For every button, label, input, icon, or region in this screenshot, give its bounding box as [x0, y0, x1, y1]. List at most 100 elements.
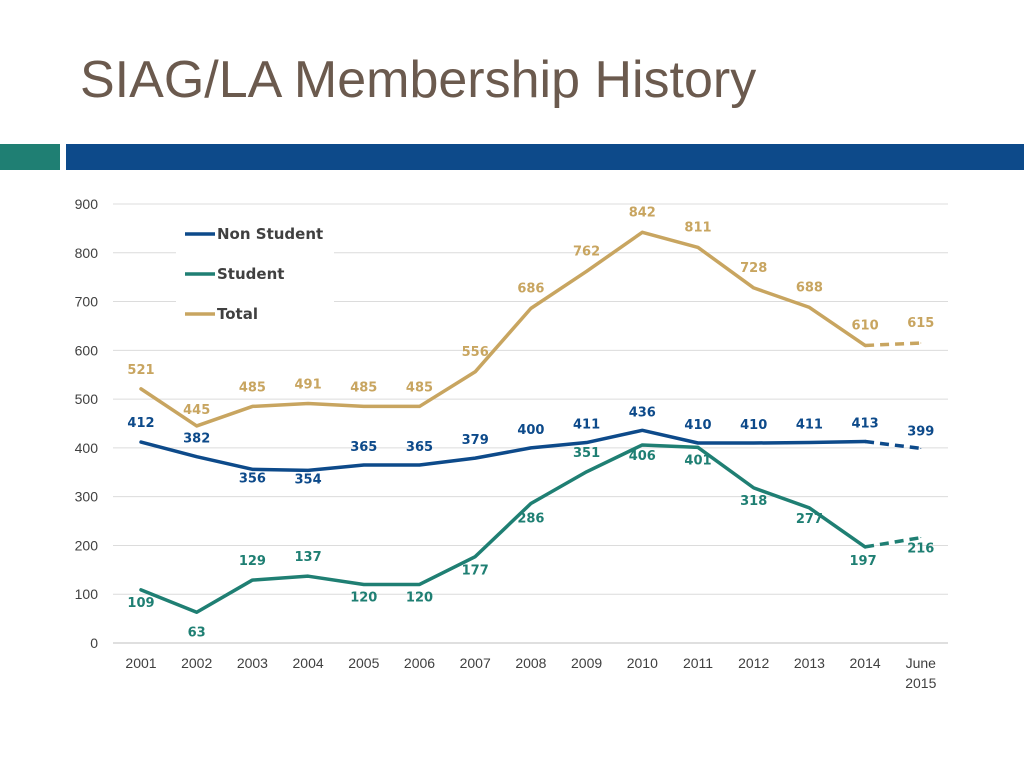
data-label-non-student: 412: [127, 416, 154, 431]
data-point-non-student: [474, 457, 476, 459]
x-tick-label: 2001: [125, 655, 156, 671]
data-point-non-student: [586, 442, 588, 444]
data-label-total: 615: [907, 316, 934, 331]
data-point-non-student: [808, 442, 810, 444]
data-point-non-student: [251, 468, 253, 470]
data-label-non-student: 411: [796, 418, 823, 433]
data-label-student: 137: [295, 550, 322, 565]
y-tick-label: 800: [75, 245, 99, 261]
y-tick-label: 100: [75, 586, 99, 602]
x-tick-label: 2007: [460, 655, 491, 671]
data-point-total: [307, 403, 309, 405]
data-point-total: [196, 425, 198, 427]
x-tick-label: 2005: [348, 655, 379, 671]
data-point-total: [808, 306, 810, 308]
data-label-student: 129: [239, 554, 266, 569]
data-label-total: 521: [127, 363, 154, 378]
data-point-student: [808, 507, 810, 509]
data-label-student: 109: [127, 596, 154, 611]
data-point-student: [307, 575, 309, 577]
data-point-total: [530, 307, 532, 309]
slide-title: SIAG/LA Membership History: [80, 51, 757, 109]
data-point-student: [363, 583, 365, 585]
x-tick-label: June 2015: [905, 655, 936, 691]
data-point-non-student: [697, 442, 699, 444]
legend-label-non-student: Non Student: [217, 225, 323, 243]
data-label-student: 120: [406, 590, 433, 605]
data-point-non-student: [363, 464, 365, 466]
data-point-non-student: [641, 429, 643, 431]
data-label-total: 485: [406, 380, 433, 395]
data-label-student: 120: [350, 590, 377, 605]
data-label-non-student: 354: [295, 472, 322, 487]
data-label-student: 216: [907, 542, 934, 557]
series-line-total: [139, 230, 867, 428]
data-point-total: [753, 287, 755, 289]
data-point-student: [864, 546, 866, 548]
data-label-student: 63: [188, 625, 206, 640]
data-point-non-student: [920, 447, 922, 449]
data-label-student: 177: [462, 564, 489, 579]
series-line-non-student: [139, 428, 867, 473]
data-point-student: [140, 589, 142, 591]
data-point-total: [641, 231, 643, 233]
data-point-non-student: [307, 469, 309, 471]
data-label-student: 286: [517, 511, 544, 526]
data-point-student: [920, 537, 922, 539]
data-point-total: [251, 405, 253, 407]
data-label-total: 811: [684, 220, 711, 235]
x-tick-label: 2006: [404, 655, 435, 671]
data-point-total: [419, 405, 420, 407]
x-tick-label: 2003: [237, 655, 268, 671]
data-point-student: [196, 611, 198, 613]
data-point-total: [697, 246, 699, 248]
data-point-student: [697, 446, 699, 448]
series-line-dashed-total: [865, 341, 921, 348]
data-point-student: [251, 579, 253, 581]
data-point-total: [363, 405, 365, 407]
data-label-total: 491: [295, 378, 322, 393]
data-label-total: 610: [852, 318, 879, 333]
y-tick-label: 300: [75, 489, 99, 505]
data-label-student: 351: [573, 446, 600, 461]
data-point-total: [474, 371, 476, 373]
data-label-non-student: 365: [350, 440, 377, 455]
data-point-non-student: [530, 447, 532, 449]
data-label-non-student: 410: [740, 418, 767, 433]
accent-band-teal: [0, 144, 60, 170]
data-point-student: [641, 444, 643, 446]
data-label-non-student: 411: [573, 418, 600, 433]
y-tick-label: 600: [75, 342, 99, 358]
data-label-total: 842: [629, 205, 656, 220]
data-label-total: 728: [740, 261, 767, 276]
data-point-non-student: [864, 441, 866, 443]
data-label-non-student: 365: [406, 440, 433, 455]
data-label-non-student: 399: [907, 424, 934, 439]
data-label-total: 485: [239, 380, 266, 395]
x-tick-label: 2011: [683, 655, 713, 671]
data-label-total: 762: [573, 244, 600, 259]
legend-label-student: Student: [217, 265, 284, 283]
data-point-non-student: [140, 441, 142, 443]
x-tick-label: 2013: [794, 655, 825, 671]
x-tick-label: 2004: [293, 655, 324, 671]
x-tick-label: 2009: [571, 655, 602, 671]
y-tick-label: 400: [75, 440, 99, 456]
data-point-non-student: [753, 442, 755, 444]
y-tick-label: 500: [75, 391, 99, 407]
data-label-total: 556: [462, 345, 489, 360]
x-tick-label: 2012: [738, 655, 769, 671]
data-point-student: [530, 502, 532, 504]
x-tick-label: 2008: [515, 655, 546, 671]
data-point-student: [586, 471, 588, 473]
data-point-total: [586, 270, 588, 272]
series-line-student: [139, 443, 867, 615]
data-label-total: 686: [517, 281, 544, 296]
data-label-non-student: 356: [239, 471, 266, 486]
data-label-total: 445: [183, 403, 210, 418]
y-tick-label: 0: [90, 635, 98, 651]
data-point-total: [140, 388, 142, 390]
data-label-student: 318: [740, 494, 767, 509]
data-label-non-student: 410: [684, 418, 711, 433]
